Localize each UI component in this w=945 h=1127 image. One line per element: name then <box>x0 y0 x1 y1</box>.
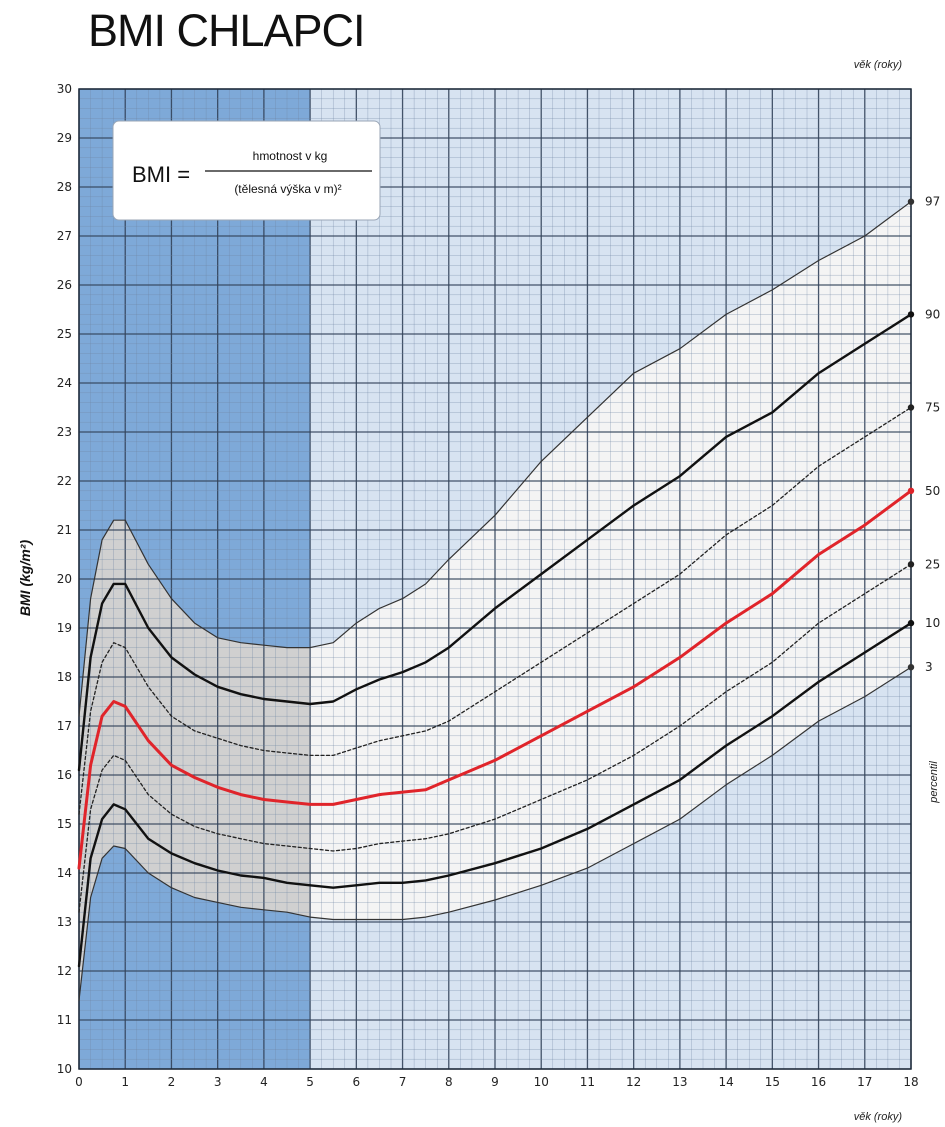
y-tick-label: 17 <box>57 719 72 733</box>
percentile-label-p90: 90 <box>925 307 940 321</box>
series-line-p97 <box>78 201 912 717</box>
y-tick-label: 27 <box>57 229 72 243</box>
percentile-label-p3: 3 <box>925 660 933 674</box>
x-tick-label: 6 <box>353 1075 361 1089</box>
x-tick-label: 13 <box>672 1075 687 1089</box>
y-tick-label: 25 <box>57 327 72 341</box>
x-tick-label: 11 <box>580 1075 595 1089</box>
y-tick-label: 12 <box>57 964 72 978</box>
x-axis-label-bottom: věk (roky) <box>854 1111 903 1123</box>
y-tick-label: 29 <box>57 131 72 145</box>
x-tick-label: 3 <box>214 1075 222 1089</box>
x-tick-label: 2 <box>168 1075 176 1089</box>
series-end-dot-p75 <box>907 404 915 411</box>
y-tick-label: 11 <box>57 1013 72 1027</box>
series-line-p50 <box>77 489 913 870</box>
x-tick-label: 8 <box>445 1075 453 1089</box>
formula-box: BMI = hmotnost v kg (tělesná výška v m)² <box>112 120 381 221</box>
y-tick-label: 10 <box>57 1062 72 1076</box>
formula-denominator: (tělesná výška v m)² <box>234 182 341 196</box>
percentile-label-p25: 25 <box>925 557 940 571</box>
series-line-p90 <box>77 313 913 772</box>
x-tick-label: 5 <box>306 1075 314 1089</box>
x-tick-label: 4 <box>260 1075 268 1089</box>
grid <box>78 88 912 1070</box>
x-tick-label: 1 <box>121 1075 129 1089</box>
x-tick-label: 10 <box>534 1075 549 1089</box>
y-tick-label: 26 <box>57 278 72 292</box>
series-end-dot-p3 <box>907 664 915 671</box>
chart-title: BMI CHLAPCI <box>88 5 366 56</box>
y-tick-label: 19 <box>57 621 72 635</box>
y-tick-label: 21 <box>57 523 72 537</box>
series-end-dot-p25 <box>907 561 915 568</box>
series-line-p25 <box>78 563 912 913</box>
x-tick-label: 15 <box>765 1075 780 1089</box>
y-tick-label: 23 <box>57 425 72 439</box>
series-line-p75 <box>78 406 912 815</box>
x-tick-label: 16 <box>811 1075 826 1089</box>
y-tick-label: 24 <box>57 376 72 390</box>
y-tick-label: 14 <box>57 866 72 880</box>
percentile-label-p97: 97 <box>925 195 940 209</box>
percentile-axis-label: percentil <box>928 761 940 804</box>
x-tick-label: 17 <box>857 1075 872 1089</box>
percentile-labels: 97 90 75 50 25 10 3 <box>907 195 940 674</box>
x-tick-label: 0 <box>75 1075 83 1089</box>
axis-ticks: 0 1 2 3 4 5 6 7 8 9 10 11 12 13 14 15 16 17 18101112131415… <box>57 82 919 1089</box>
x-tick-label: 9 <box>491 1075 499 1089</box>
formula-lhs: BMI = <box>132 162 190 187</box>
y-tick-label: 13 <box>57 915 72 929</box>
x-axis-label-top: věk (roky) <box>854 59 903 71</box>
y-tick-label: 30 <box>57 82 72 96</box>
percentile-label-p50: 50 <box>925 484 940 498</box>
percentile-label-p75: 75 <box>925 401 940 415</box>
series-end-dot-p97 <box>907 198 915 205</box>
y-tick-label: 22 <box>57 474 72 488</box>
series-lines <box>77 201 913 1001</box>
series-end-dot-p90 <box>907 311 915 318</box>
x-tick-label: 14 <box>718 1075 733 1089</box>
series-end-dot-p10 <box>907 619 915 627</box>
percentile-label-p10: 10 <box>925 616 940 630</box>
y-tick-label: 20 <box>57 572 72 586</box>
formula-numerator: hmotnost v kg <box>253 149 328 163</box>
x-tick-label: 18 <box>903 1075 918 1089</box>
x-tick-label: 12 <box>626 1075 641 1089</box>
series-line-p10 <box>77 621 913 968</box>
y-tick-label: 15 <box>57 817 72 831</box>
y-tick-label: 18 <box>57 670 72 684</box>
y-tick-label: 16 <box>57 768 72 782</box>
series-end-dot-p50 <box>907 487 915 494</box>
x-tick-label: 7 <box>399 1075 407 1089</box>
series-line-p3 <box>78 666 912 1001</box>
y-axis-label: BMI (kg/m²) <box>17 540 33 617</box>
plot-frame <box>78 88 912 1070</box>
y-tick-label: 28 <box>57 180 72 194</box>
